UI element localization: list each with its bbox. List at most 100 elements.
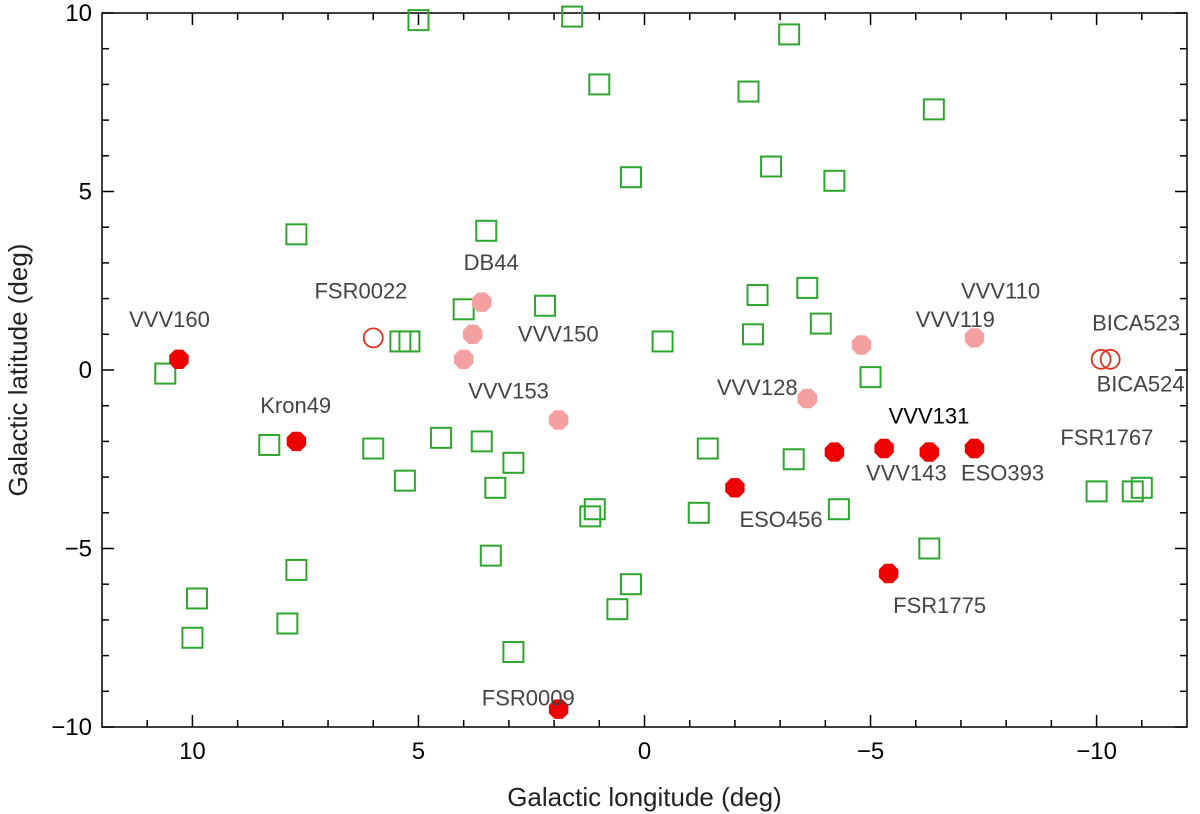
y-tick-label: 5 [79, 179, 92, 206]
cluster-label: FSR0022 [314, 279, 407, 304]
point-open-square [258, 433, 281, 456]
x-tick-label: 10 [179, 738, 206, 765]
point-open-square [393, 469, 416, 492]
point-open-square [583, 498, 606, 521]
point-open-square [696, 437, 719, 460]
point-open-square [760, 155, 783, 178]
plot-area-border [101, 12, 1188, 728]
x-axis-title: Galactic longitude (deg) [507, 782, 782, 812]
point-open-square [796, 276, 819, 299]
point-open-square [606, 598, 629, 621]
x-axis: 10 5 0 −5 −10 [146, 13, 1143, 765]
point-open-square [588, 73, 611, 96]
point-open-red-circle [1099, 348, 1121, 370]
point-filled-pink [454, 349, 474, 369]
point-open-square [859, 366, 882, 389]
cluster-label: VVV153 [468, 379, 549, 404]
point-open-square [534, 294, 557, 317]
point-open-square [742, 323, 764, 346]
point-open-square [809, 312, 832, 335]
point-open-square [276, 612, 299, 635]
point-filled-pink [964, 328, 985, 348]
point-filled-pink [463, 324, 483, 344]
point-filled-red [169, 349, 189, 369]
point-filled-pink [472, 292, 492, 312]
point-open-square [502, 451, 525, 474]
point-filled-red [874, 438, 894, 459]
point-open-square [398, 330, 421, 353]
point-open-square [479, 544, 502, 567]
plot-frame [101, 12, 1188, 728]
point-open-square [1130, 476, 1153, 499]
point-open-square [561, 5, 584, 28]
cluster-labels: VVV160 FSR0022 DB44 VVV150 VVV153 Kron49 VVV11… [129, 250, 1185, 711]
point-open-square [823, 169, 846, 192]
y-tick-label: −10 [51, 714, 92, 741]
point-open-square [579, 505, 602, 528]
cluster-label: FSR1767 [1060, 425, 1153, 450]
y-tick-label: 0 [79, 357, 92, 384]
point-filled-red [919, 442, 939, 462]
point-open-square [430, 426, 453, 449]
y-axis: −10 −5 0 5 10 [51, 0, 1187, 741]
point-open-square [475, 219, 498, 242]
point-open-square [1085, 480, 1108, 503]
point-open-square [737, 80, 760, 103]
point-filled-red [286, 431, 307, 452]
cluster-label: VVV143 [866, 461, 947, 486]
point-open-square [782, 448, 805, 471]
x-tick-label: −5 [857, 738, 884, 765]
cluster-label: FSR0009 [482, 686, 575, 711]
point-open-square [181, 626, 204, 649]
x-tick-label: 0 [638, 738, 651, 765]
y-tick-label: −5 [65, 536, 92, 563]
point-open-square [470, 430, 493, 453]
point-open-square [827, 498, 850, 521]
cluster-label: VVV110 [961, 279, 1040, 304]
point-open-square [484, 476, 507, 499]
point-filled-red [878, 563, 899, 584]
point-filled-pink [548, 410, 569, 430]
point-open-square [651, 330, 674, 353]
point-open-square [922, 98, 945, 121]
x-tick-label: 5 [412, 738, 425, 765]
cluster-label: VVV150 [518, 321, 599, 346]
point-open-square [154, 362, 177, 385]
cluster-label: FSR1775 [893, 593, 986, 618]
cluster-label: VVV131 [889, 404, 970, 429]
point-open-square [285, 223, 308, 246]
point-filled-red [725, 478, 745, 498]
cluster-label: DB44 [464, 250, 519, 275]
point-filled-red [964, 438, 985, 459]
point-open-square [778, 23, 801, 46]
point-open-square [619, 166, 642, 189]
point-filled-red [824, 442, 845, 462]
point-filled-pink [851, 335, 872, 355]
point-open-square [407, 9, 430, 32]
data-points [154, 5, 1153, 719]
cluster-label: BICA523 [1092, 311, 1180, 336]
cluster-label: VVV119 [916, 307, 995, 332]
point-open-red-circle [1090, 348, 1112, 370]
point-open-square [452, 298, 475, 321]
cluster-label: Kron49 [260, 393, 331, 418]
point-open-red-circle [362, 327, 384, 349]
point-open-square [918, 537, 941, 560]
point-open-square [619, 573, 642, 596]
point-filled-red [548, 699, 569, 719]
cluster-label: ESO393 [961, 461, 1044, 486]
point-open-square [746, 284, 769, 307]
cluster-label: VVV128 [717, 375, 798, 400]
point-open-square [687, 501, 710, 524]
y-tick-label: 10 [65, 0, 92, 27]
point-filled-pink [797, 388, 817, 409]
y-axis-title: Galactic latitude (deg) [3, 244, 33, 497]
cluster-label: BICA524 [1097, 371, 1185, 396]
cluster-label: ESO456 [739, 507, 822, 532]
point-open-square [362, 437, 385, 460]
x-tick-label: −10 [1076, 738, 1117, 765]
point-open-square [285, 558, 308, 581]
point-open-square [185, 587, 208, 610]
point-open-square [502, 641, 525, 664]
